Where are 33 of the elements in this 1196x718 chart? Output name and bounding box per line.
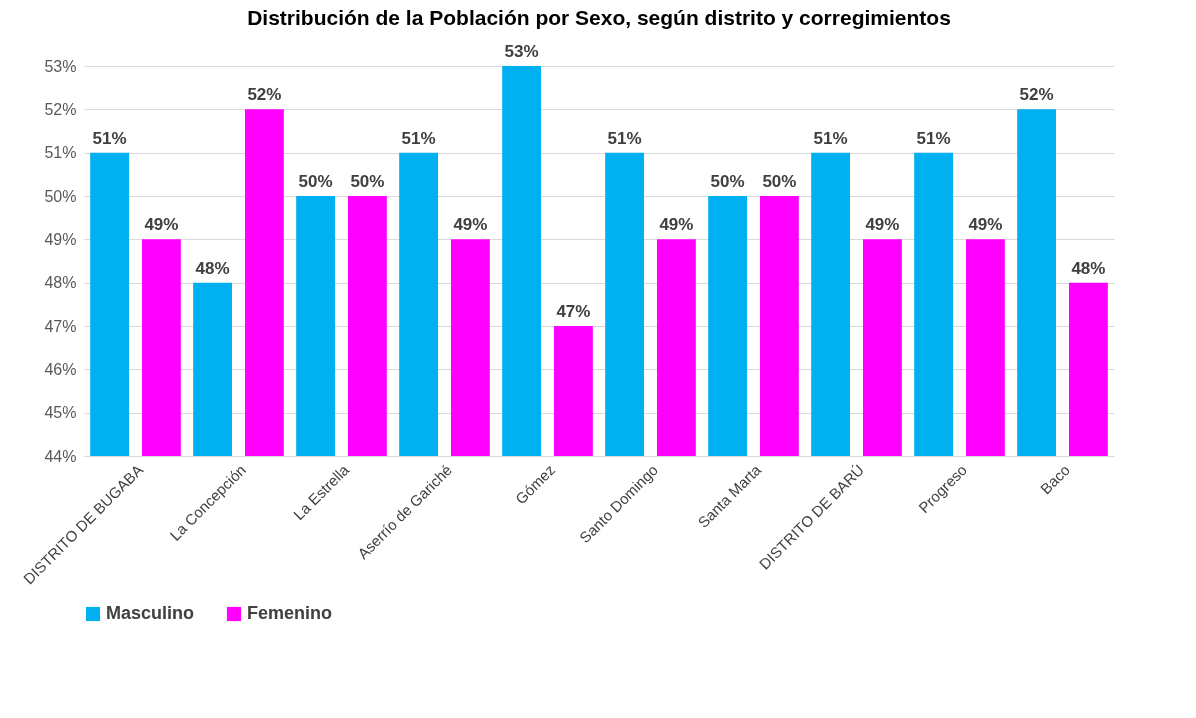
data-label: 50%	[350, 172, 385, 191]
y-tick-label: 47%	[44, 317, 77, 335]
data-label: 48%	[195, 258, 230, 278]
y-tick-label: 44%	[44, 447, 77, 465]
data-label: 51%	[813, 128, 848, 148]
y-tick-label: 52%	[44, 100, 77, 118]
legend-label: Masculino	[106, 603, 195, 623]
data-label: 51%	[916, 128, 951, 148]
data-label: 52%	[247, 85, 282, 105]
legend-label: Femenino	[247, 603, 333, 623]
data-label: 50%	[298, 172, 333, 191]
data-label: 49%	[144, 215, 179, 235]
y-tick-label: 51%	[44, 144, 77, 162]
y-tick-label: 53%	[44, 57, 77, 75]
y-tick-label: 49%	[44, 230, 77, 248]
y-tick-label: 45%	[44, 404, 77, 422]
y-tick-label: 48%	[44, 274, 77, 292]
data-label: 50%	[762, 172, 797, 191]
data-label: 49%	[453, 215, 488, 235]
data-label: 50%	[710, 172, 745, 191]
data-label: 51%	[607, 128, 642, 148]
data-label: 48%	[1071, 258, 1106, 278]
chart-title: Distribución de la Población por Sexo, según distrito y corregimientos	[247, 6, 951, 29]
data-label: 51%	[92, 128, 127, 148]
y-tick-label: 46%	[44, 360, 77, 378]
data-label: 47%	[556, 302, 591, 321]
data-label: 52%	[1019, 85, 1054, 105]
data-label: 53%	[504, 42, 539, 61]
data-label: 49%	[659, 215, 694, 235]
data-label: 51%	[401, 128, 436, 148]
y-tick-label: 50%	[44, 187, 77, 205]
data-label: 49%	[968, 215, 1003, 235]
data-label: 49%	[865, 215, 900, 235]
